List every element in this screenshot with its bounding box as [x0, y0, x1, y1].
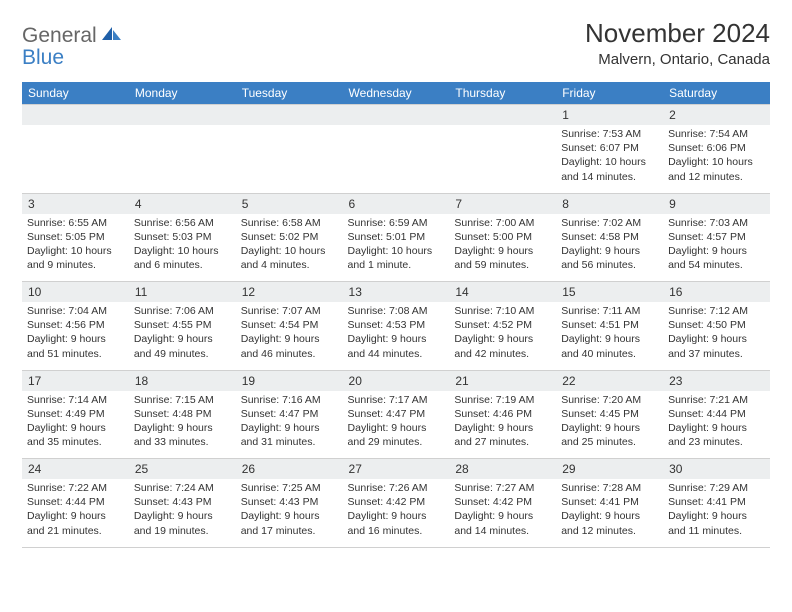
day-info-cell — [343, 125, 450, 193]
daynum-row: 12 — [22, 105, 770, 126]
day-number-cell: 8 — [556, 193, 663, 214]
day-info-cell: Sunrise: 7:24 AMSunset: 4:43 PMDaylight:… — [129, 479, 236, 547]
day-number-cell: 16 — [663, 282, 770, 303]
day-info-cell: Sunrise: 7:12 AMSunset: 4:50 PMDaylight:… — [663, 302, 770, 370]
day-info-cell: Sunrise: 6:59 AMSunset: 5:01 PMDaylight:… — [343, 214, 450, 282]
day-info-cell: Sunrise: 7:25 AMSunset: 4:43 PMDaylight:… — [236, 479, 343, 547]
info-row: Sunrise: 6:55 AMSunset: 5:05 PMDaylight:… — [22, 214, 770, 282]
info-row: Sunrise: 7:22 AMSunset: 4:44 PMDaylight:… — [22, 479, 770, 547]
title-block: November 2024 Malvern, Ontario, Canada — [585, 18, 770, 68]
day-info-cell: Sunrise: 7:04 AMSunset: 4:56 PMDaylight:… — [22, 302, 129, 370]
logo-text-blue: Blue — [22, 46, 64, 69]
day-info-cell: Sunrise: 7:22 AMSunset: 4:44 PMDaylight:… — [22, 479, 129, 547]
day-number-cell: 6 — [343, 193, 450, 214]
day-number-cell: 28 — [449, 459, 556, 480]
logo-text-general: General — [22, 24, 97, 48]
day-info-cell — [236, 125, 343, 193]
day-number-cell: 14 — [449, 282, 556, 303]
day-number-cell: 13 — [343, 282, 450, 303]
day-info-cell: Sunrise: 7:17 AMSunset: 4:47 PMDaylight:… — [343, 391, 450, 459]
calendar-table: Sunday Monday Tuesday Wednesday Thursday… — [22, 82, 770, 548]
day-number-cell: 19 — [236, 370, 343, 391]
day-number-cell — [236, 105, 343, 126]
day-number-cell: 20 — [343, 370, 450, 391]
info-row: Sunrise: 7:14 AMSunset: 4:49 PMDaylight:… — [22, 391, 770, 459]
day-number-cell — [343, 105, 450, 126]
day-info-cell — [449, 125, 556, 193]
day-number-cell: 7 — [449, 193, 556, 214]
day-info-cell — [22, 125, 129, 193]
day-info-cell: Sunrise: 7:02 AMSunset: 4:58 PMDaylight:… — [556, 214, 663, 282]
daynum-row: 24252627282930 — [22, 459, 770, 480]
day-info-cell: Sunrise: 7:15 AMSunset: 4:48 PMDaylight:… — [129, 391, 236, 459]
day-info-cell: Sunrise: 7:10 AMSunset: 4:52 PMDaylight:… — [449, 302, 556, 370]
day-info-cell: Sunrise: 7:27 AMSunset: 4:42 PMDaylight:… — [449, 479, 556, 547]
day-info-cell: Sunrise: 7:14 AMSunset: 4:49 PMDaylight:… — [22, 391, 129, 459]
day-number-cell: 22 — [556, 370, 663, 391]
day-number-cell: 30 — [663, 459, 770, 480]
day-info-cell: Sunrise: 7:07 AMSunset: 4:54 PMDaylight:… — [236, 302, 343, 370]
logo: General — [22, 24, 125, 48]
logo-sail-icon — [101, 25, 123, 48]
dayhead-sun: Sunday — [22, 82, 129, 105]
daynum-row: 3456789 — [22, 193, 770, 214]
day-info-cell: Sunrise: 7:11 AMSunset: 4:51 PMDaylight:… — [556, 302, 663, 370]
day-info-cell: Sunrise: 7:00 AMSunset: 5:00 PMDaylight:… — [449, 214, 556, 282]
day-number-cell: 26 — [236, 459, 343, 480]
day-info-cell — [129, 125, 236, 193]
location: Malvern, Ontario, Canada — [585, 51, 770, 68]
day-number-cell: 21 — [449, 370, 556, 391]
month-title: November 2024 — [585, 18, 770, 49]
day-number-cell: 1 — [556, 105, 663, 126]
day-number-cell: 27 — [343, 459, 450, 480]
info-row: Sunrise: 7:04 AMSunset: 4:56 PMDaylight:… — [22, 302, 770, 370]
day-info-cell: Sunrise: 6:58 AMSunset: 5:02 PMDaylight:… — [236, 214, 343, 282]
day-info-cell: Sunrise: 7:20 AMSunset: 4:45 PMDaylight:… — [556, 391, 663, 459]
day-number-cell: 5 — [236, 193, 343, 214]
day-number-cell: 15 — [556, 282, 663, 303]
day-number-cell: 11 — [129, 282, 236, 303]
day-header-row: Sunday Monday Tuesday Wednesday Thursday… — [22, 82, 770, 105]
day-info-cell: Sunrise: 7:28 AMSunset: 4:41 PMDaylight:… — [556, 479, 663, 547]
day-info-cell: Sunrise: 7:19 AMSunset: 4:46 PMDaylight:… — [449, 391, 556, 459]
header: General November 2024 Malvern, Ontario, … — [22, 18, 770, 68]
day-number-cell: 12 — [236, 282, 343, 303]
day-number-cell: 24 — [22, 459, 129, 480]
day-info-cell: Sunrise: 7:53 AMSunset: 6:07 PMDaylight:… — [556, 125, 663, 193]
day-info-cell: Sunrise: 7:54 AMSunset: 6:06 PMDaylight:… — [663, 125, 770, 193]
dayhead-fri: Friday — [556, 82, 663, 105]
info-row: Sunrise: 7:53 AMSunset: 6:07 PMDaylight:… — [22, 125, 770, 193]
day-info-cell: Sunrise: 7:26 AMSunset: 4:42 PMDaylight:… — [343, 479, 450, 547]
dayhead-thu: Thursday — [449, 82, 556, 105]
daynum-row: 17181920212223 — [22, 370, 770, 391]
day-number-cell: 29 — [556, 459, 663, 480]
day-info-cell: Sunrise: 7:08 AMSunset: 4:53 PMDaylight:… — [343, 302, 450, 370]
day-info-cell: Sunrise: 7:16 AMSunset: 4:47 PMDaylight:… — [236, 391, 343, 459]
dayhead-tue: Tuesday — [236, 82, 343, 105]
day-info-cell: Sunrise: 7:03 AMSunset: 4:57 PMDaylight:… — [663, 214, 770, 282]
calendar-body: 12Sunrise: 7:53 AMSunset: 6:07 PMDayligh… — [22, 105, 770, 548]
dayhead-wed: Wednesday — [343, 82, 450, 105]
day-number-cell — [22, 105, 129, 126]
dayhead-mon: Monday — [129, 82, 236, 105]
day-number-cell: 23 — [663, 370, 770, 391]
day-info-cell: Sunrise: 7:21 AMSunset: 4:44 PMDaylight:… — [663, 391, 770, 459]
day-number-cell — [449, 105, 556, 126]
day-number-cell: 10 — [22, 282, 129, 303]
day-info-cell: Sunrise: 6:55 AMSunset: 5:05 PMDaylight:… — [22, 214, 129, 282]
day-info-cell: Sunrise: 6:56 AMSunset: 5:03 PMDaylight:… — [129, 214, 236, 282]
day-number-cell: 18 — [129, 370, 236, 391]
day-number-cell — [129, 105, 236, 126]
day-number-cell: 17 — [22, 370, 129, 391]
day-number-cell: 2 — [663, 105, 770, 126]
day-info-cell: Sunrise: 7:29 AMSunset: 4:41 PMDaylight:… — [663, 479, 770, 547]
day-number-cell: 9 — [663, 193, 770, 214]
day-number-cell: 4 — [129, 193, 236, 214]
dayhead-sat: Saturday — [663, 82, 770, 105]
daynum-row: 10111213141516 — [22, 282, 770, 303]
day-number-cell: 3 — [22, 193, 129, 214]
day-number-cell: 25 — [129, 459, 236, 480]
day-info-cell: Sunrise: 7:06 AMSunset: 4:55 PMDaylight:… — [129, 302, 236, 370]
